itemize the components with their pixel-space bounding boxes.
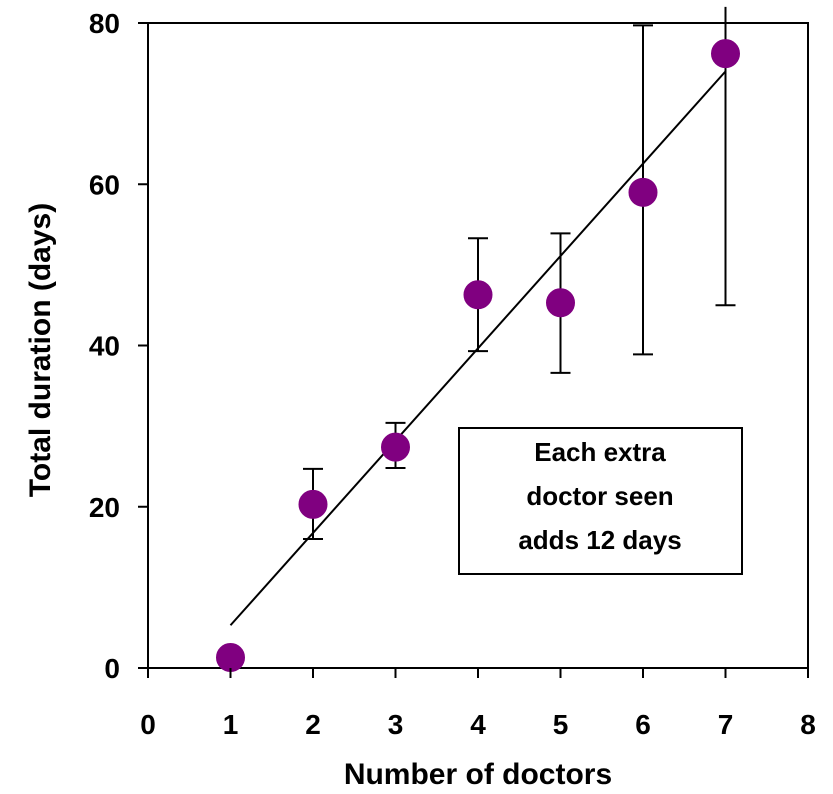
x-tick-label: 7 [718, 709, 734, 740]
x-tick-label: 4 [470, 709, 486, 740]
y-axis-ticks: 0 20 40 60 80 [89, 8, 148, 684]
annotation-border [458, 427, 743, 575]
x-tick-label: 0 [140, 709, 156, 740]
y-axis-title: Total duration (days) [24, 203, 57, 497]
data-point [298, 489, 328, 519]
data-point [546, 288, 575, 318]
data-point [381, 432, 410, 462]
y-tick-label: 20 [89, 492, 120, 523]
data-point [463, 280, 493, 310]
data-point [216, 643, 245, 673]
x-tick-label: 8 [800, 709, 816, 740]
y-tick-label: 80 [89, 8, 120, 39]
data-points [216, 39, 740, 673]
x-axis-ticks: 0 1 2 3 4 5 6 7 8 [140, 668, 816, 740]
x-tick-label: 5 [553, 709, 569, 740]
x-tick-label: 6 [635, 709, 651, 740]
data-point [628, 177, 658, 207]
x-axis-title: Number of doctors [344, 758, 612, 791]
y-tick-label: 0 [104, 653, 120, 684]
data-point [711, 39, 740, 69]
annotation-box: Each extra doctor seen adds 12 days [458, 427, 743, 575]
x-tick-label: 1 [223, 709, 239, 740]
annotation-line-1: Each extra [534, 437, 666, 467]
x-tick-label: 3 [388, 709, 404, 740]
y-tick-label: 40 [89, 331, 120, 362]
annotation-line-3: adds 12 days [518, 525, 681, 555]
annotation-line-2: doctor seen [526, 481, 673, 511]
x-tick-label: 2 [305, 709, 321, 740]
y-tick-label: 60 [89, 169, 120, 200]
